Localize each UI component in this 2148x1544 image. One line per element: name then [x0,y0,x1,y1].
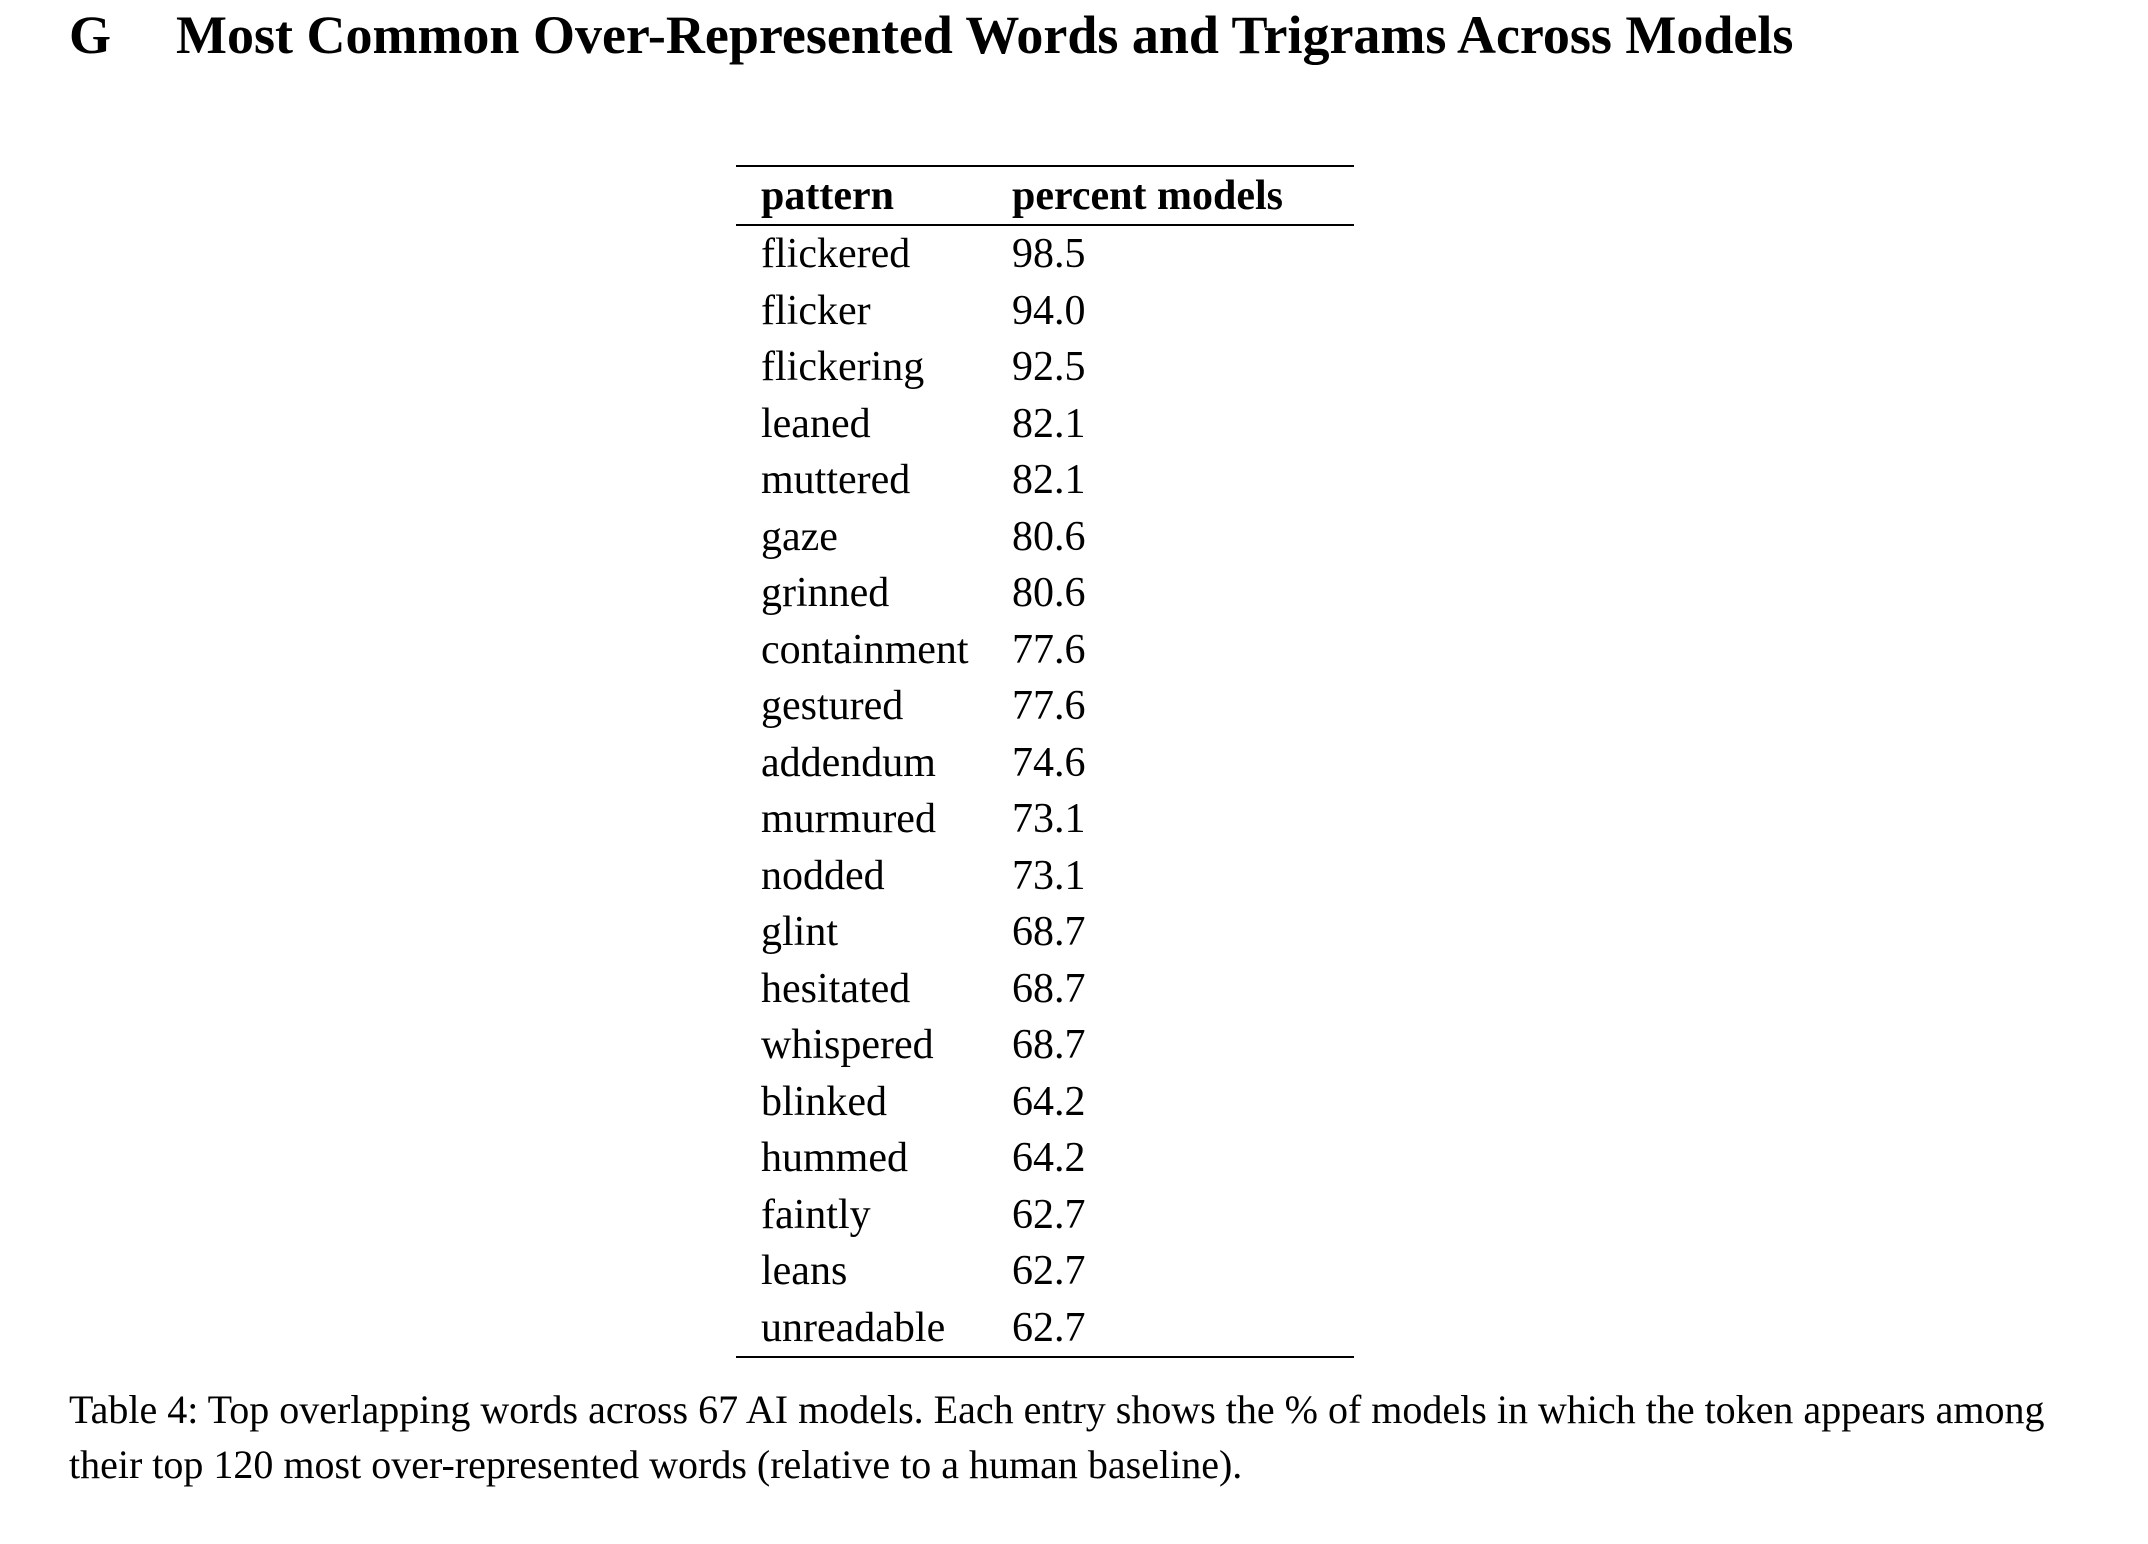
table-row: faintly 62.7 [736,1187,1354,1244]
results-table: pattern percent models flickered 98.5 flic… [736,165,1354,1358]
percent-cell: 80.6 [1012,513,1086,560]
pattern-cell: flickering [761,344,925,391]
percent-cell: 82.1 [1012,400,1086,447]
pattern-cell: addendum [761,739,936,786]
table-row: gaze 80.6 [736,509,1354,566]
pattern-cell: containment [761,626,969,673]
percent-cell: 62.7 [1012,1248,1086,1295]
percent-cell: 64.2 [1012,1078,1086,1125]
table-row: glint 68.7 [736,904,1354,961]
pattern-cell: whispered [761,1022,934,1069]
section-heading: G Most Common Over-Represented Words and … [69,4,1793,66]
pattern-cell: flicker [761,287,871,334]
header-pattern: pattern [761,172,894,219]
pattern-cell: nodded [761,852,885,899]
table-row: containment 77.6 [736,622,1354,679]
pattern-cell: muttered [761,457,911,504]
pattern-cell: blinked [761,1078,887,1125]
table-row: grinned 80.6 [736,565,1354,622]
table-row: hummed 64.2 [736,1130,1354,1187]
table-row: flickered 98.5 [736,226,1354,283]
section-number: G [69,5,112,65]
table-row: flickering 92.5 [736,339,1354,396]
table-row: addendum 74.6 [736,735,1354,792]
pattern-cell: leaned [761,400,871,447]
percent-cell: 82.1 [1012,457,1086,504]
percent-cell: 73.1 [1012,852,1086,899]
table-row: leaned 82.1 [736,396,1354,453]
percent-cell: 73.1 [1012,796,1086,843]
percent-cell: 64.2 [1012,1135,1086,1182]
table-row: hesitated 68.7 [736,961,1354,1018]
table-row: nodded 73.1 [736,848,1354,905]
top-rule [736,165,1354,167]
section-title: Most Common Over-Represented Words and T… [176,5,1794,65]
pattern-cell: gestured [761,683,904,730]
percent-cell: 77.6 [1012,683,1086,730]
pattern-cell: gaze [761,513,838,560]
percent-cell: 94.0 [1012,287,1086,334]
percent-cell: 92.5 [1012,344,1086,391]
table-row: murmured 73.1 [736,791,1354,848]
pattern-cell: murmured [761,796,936,843]
percent-cell: 68.7 [1012,1022,1086,1069]
pattern-cell: unreadable [761,1304,946,1351]
table-body: flickered 98.5 flicker 94.0 flickering 92.5 le… [736,226,1354,1356]
percent-cell: 62.7 [1012,1304,1086,1351]
table-row: leans 62.7 [736,1243,1354,1300]
pattern-cell: flickered [761,231,911,278]
table-row: blinked 64.2 [736,1074,1354,1131]
percent-cell: 62.7 [1012,1191,1086,1238]
percent-cell: 74.6 [1012,739,1086,786]
pattern-cell: glint [761,909,839,956]
pattern-cell: leans [761,1248,848,1295]
pattern-cell: hummed [761,1135,908,1182]
table-row: muttered 82.1 [736,452,1354,509]
percent-cell: 98.5 [1012,231,1086,278]
header-percent-models: percent models [1012,172,1284,219]
table-header: pattern percent models [736,167,1354,224]
bottom-rule [736,1356,1354,1358]
table-row: flicker 94.0 [736,283,1354,340]
percent-cell: 68.7 [1012,909,1086,956]
table-caption: Table 4: Top overlapping words across 67… [69,1387,2045,1487]
percent-cell: 68.7 [1012,965,1086,1012]
percent-cell: 77.6 [1012,626,1086,673]
table-row: unreadable 62.7 [736,1300,1354,1357]
percent-cell: 80.6 [1012,570,1086,617]
mid-rule [736,224,1354,226]
table-row: whispered 68.7 [736,1017,1354,1074]
pattern-cell: faintly [761,1191,871,1238]
pattern-cell: hesitated [761,965,911,1012]
pattern-cell: grinned [761,570,890,617]
table-row: gestured 77.6 [736,678,1354,735]
